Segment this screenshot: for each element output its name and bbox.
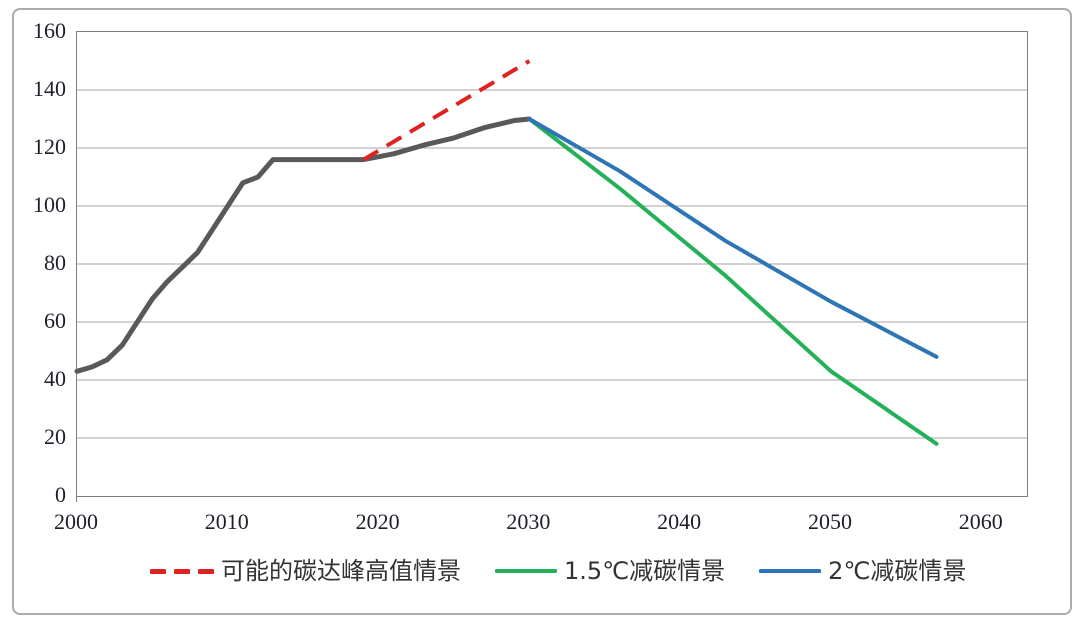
solid-line-swatch-icon (759, 569, 822, 573)
x-tick-label-2040: 2040 (657, 509, 702, 534)
chart-legend: 可能的碳达峰高值情景 1.5℃减碳情景 2℃减碳情景 (150, 556, 966, 586)
y-tick-label-80: 80 (44, 250, 66, 275)
legend-label-2: 2℃减碳情景 (828, 557, 967, 585)
line-segment (495, 569, 557, 573)
line-segment (759, 569, 822, 573)
plot-area (74, 31, 1028, 497)
legend-label-0: 可能的碳达峰高值情景 (221, 557, 461, 585)
dash-segment (198, 568, 214, 574)
dash-segment (150, 568, 166, 574)
x-tick-label-2020: 2020 (355, 509, 400, 534)
x-tick-label-2010: 2010 (204, 509, 249, 534)
series-line-possible-carbon-peak-high-scenario (362, 59, 531, 162)
chart-canvas (74, 59, 1027, 446)
y-tick-label-100: 100 (33, 192, 66, 217)
y-tick-label-40: 40 (44, 366, 66, 391)
solid-line-swatch-icon (495, 569, 557, 573)
y-tick-label-20: 20 (44, 424, 66, 449)
legend-item-0: 可能的碳达峰高值情景 (150, 556, 461, 586)
y-tick-label-160: 160 (33, 18, 66, 43)
series-line-2C-reduction-scenario (527, 117, 939, 359)
dash-segment (174, 568, 190, 574)
x-axis-origin-tick (76, 495, 77, 502)
series-line-historical-and-continued-emissions (74, 116, 532, 374)
legend-item-1: 1.5℃减碳情景 (495, 556, 725, 586)
y-tick-label-120: 120 (33, 134, 66, 159)
y-tick-label-60: 60 (44, 308, 66, 333)
x-tick-label-2030: 2030 (506, 509, 551, 534)
x-tick-label-2050: 2050 (807, 509, 852, 534)
x-tick-label-2060: 2060 (958, 509, 1003, 534)
y-tick-label-140: 140 (33, 76, 66, 101)
dashed-line-swatch-icon (150, 568, 214, 574)
x-tick-label-2000: 2000 (54, 509, 98, 534)
y-tick-label-0: 0 (55, 482, 66, 507)
legend-item-2: 2℃减碳情景 (759, 556, 966, 586)
legend-label-1: 1.5℃减碳情景 (564, 557, 726, 585)
series-line-1.5C-reduction-scenario (527, 117, 939, 446)
